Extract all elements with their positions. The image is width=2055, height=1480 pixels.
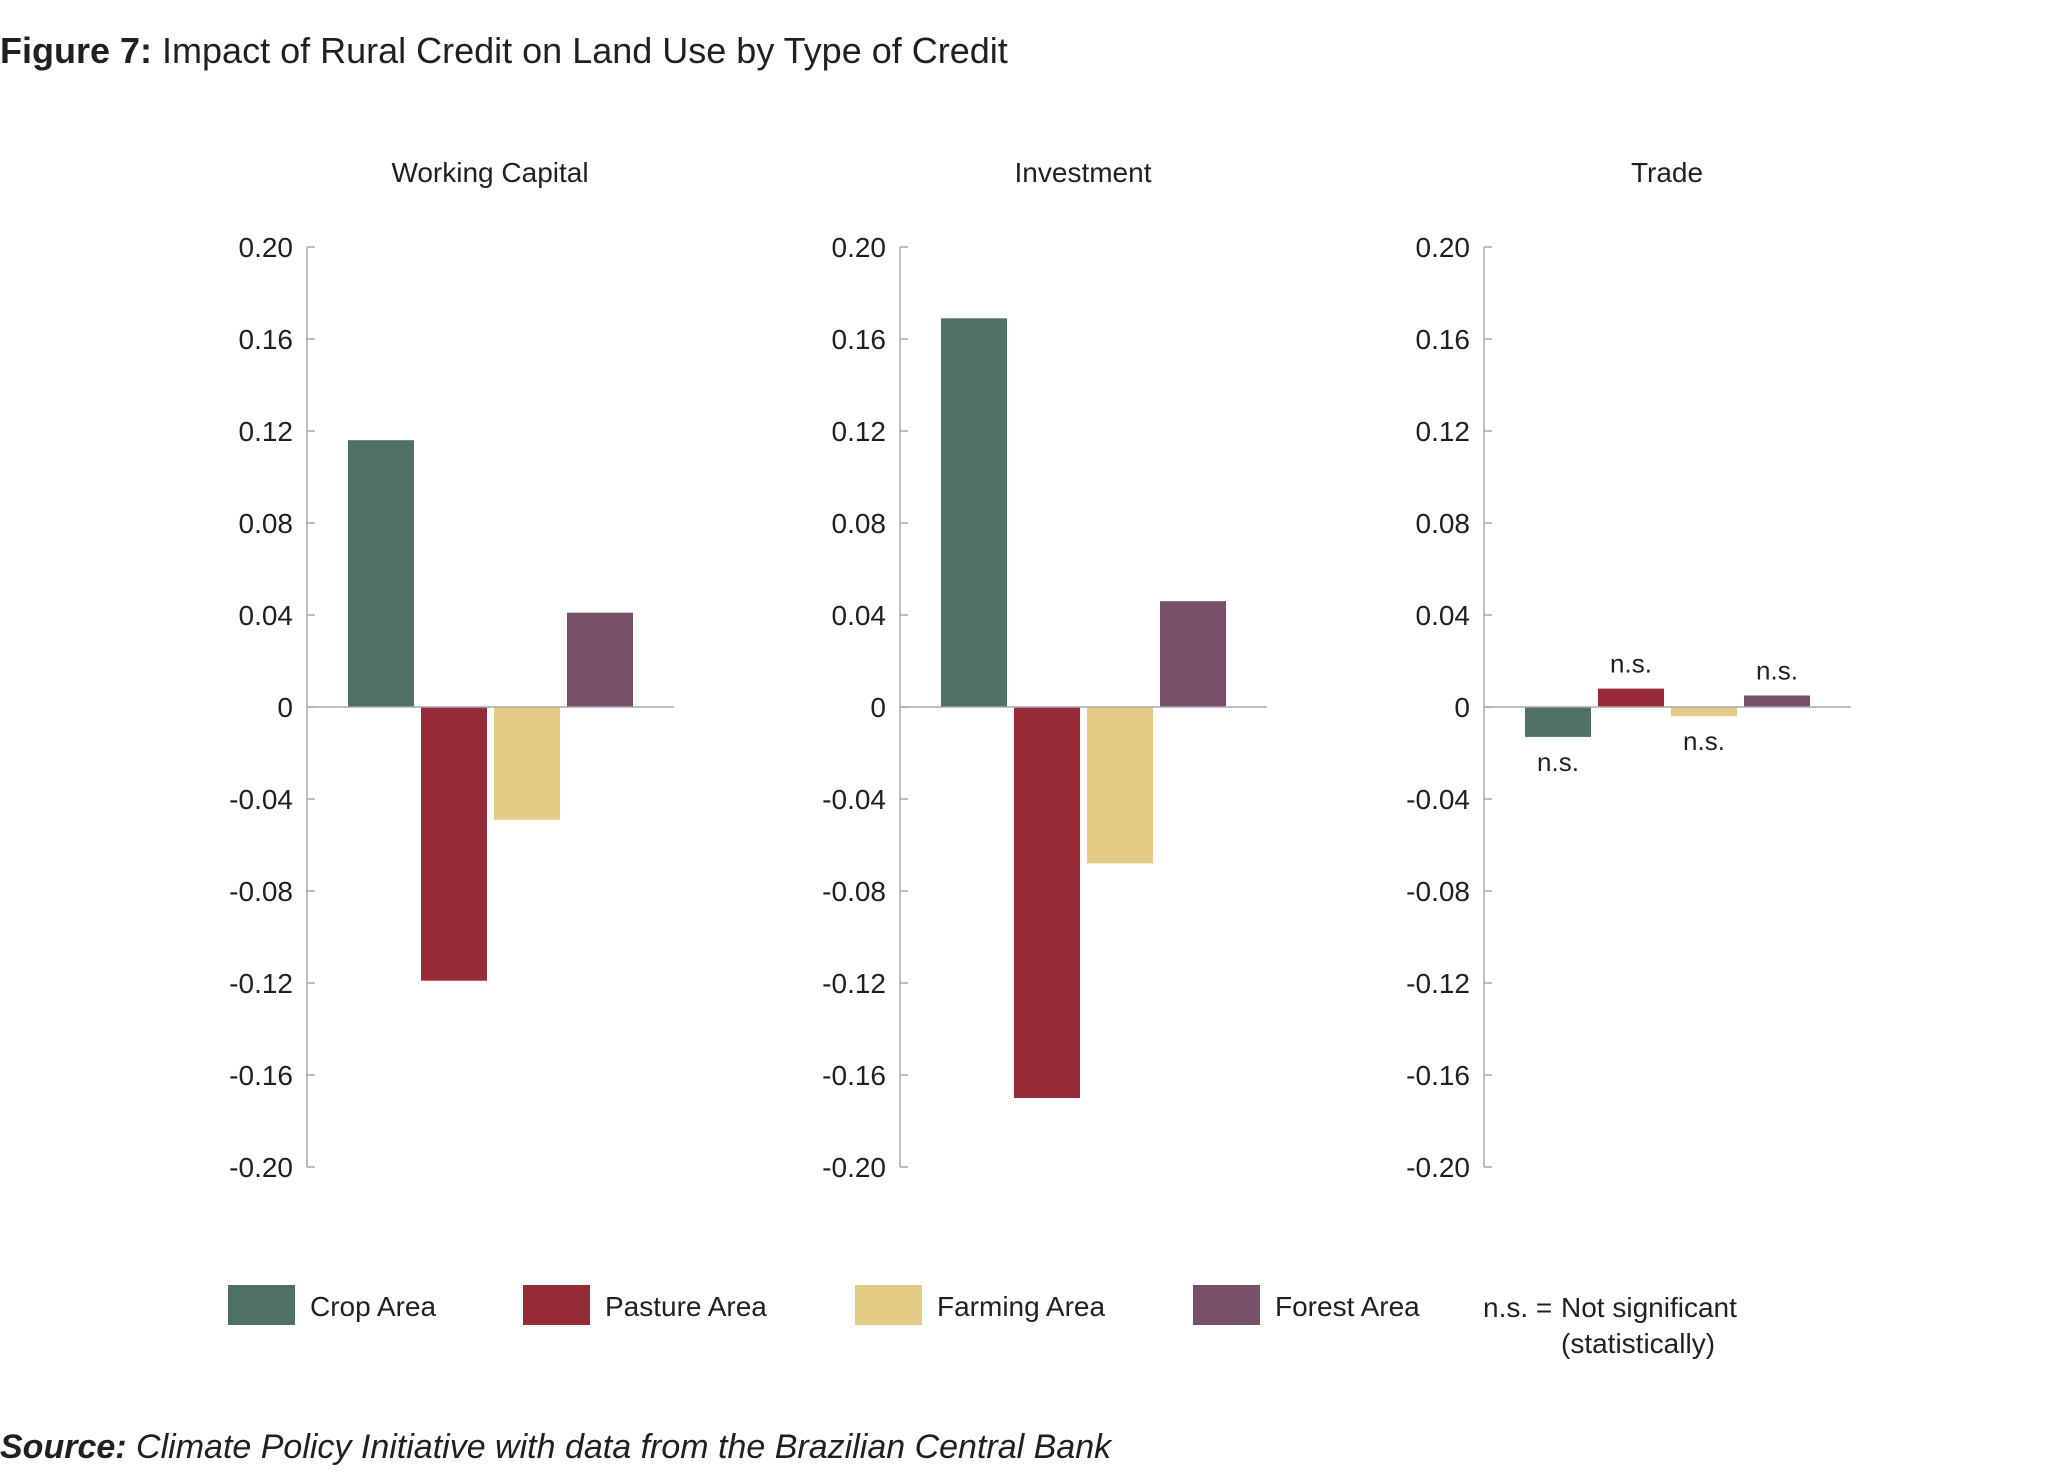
legend-swatch <box>855 1285 922 1325</box>
y-tick-label: 0.16 <box>832 324 887 355</box>
y-tick-label: 0.16 <box>1416 324 1471 355</box>
data-label: n.s. <box>1537 747 1579 777</box>
y-tick-label: -0.08 <box>229 876 293 907</box>
note-text: Not significant <box>1561 1292 1737 1323</box>
y-tick-label: -0.20 <box>229 1152 293 1183</box>
y-tick-label: 0.08 <box>1416 508 1471 539</box>
y-tick-label: 0.04 <box>239 600 294 631</box>
bar <box>1671 707 1737 717</box>
y-tick-label: -0.12 <box>229 968 293 999</box>
y-tick-label: 0.20 <box>239 232 294 263</box>
figure-title-text: Impact of Rural Credit on Land Use by Ty… <box>162 30 1008 71</box>
legend-label: Crop Area <box>310 1291 436 1322</box>
y-tick-label: -0.20 <box>822 1152 886 1183</box>
panel-title: Trade <box>1631 157 1703 188</box>
y-tick-label: -0.16 <box>1406 1060 1470 1091</box>
data-label: n.s. <box>1610 649 1652 679</box>
y-tick-label: 0.12 <box>239 416 294 447</box>
legend-swatch <box>523 1285 590 1325</box>
y-tick-label: -0.08 <box>822 876 886 907</box>
data-label: n.s. <box>1683 726 1725 756</box>
legend-label: Pasture Area <box>605 1291 767 1322</box>
bar-chart: Working Capital 0.20 0.16 0.12 0.08 0.04 0 -0.0… <box>228 157 1851 1359</box>
y-tick-label: 0 <box>870 692 886 723</box>
bar <box>1087 707 1153 864</box>
legend-swatch <box>228 1285 295 1325</box>
y-tick-label: 0.20 <box>1416 232 1471 263</box>
y-tick-label: -0.04 <box>822 784 886 815</box>
y-tick-label: 0 <box>1454 692 1470 723</box>
y-tick-label: 0.04 <box>1416 600 1471 631</box>
bar <box>567 612 633 707</box>
bar <box>348 440 414 707</box>
panel-title: Working Capital <box>391 157 588 188</box>
source-label: Source: <box>0 1428 127 1466</box>
bar <box>421 707 487 981</box>
y-tick-label: -0.12 <box>1406 968 1470 999</box>
y-tick-label: -0.16 <box>822 1060 886 1091</box>
y-tick-label: 0 <box>277 692 293 723</box>
y-tick-label: -0.20 <box>1406 1152 1470 1183</box>
source-text: Climate Policy Initiative with data from… <box>136 1428 1112 1466</box>
y-tick-label: 0.20 <box>832 232 887 263</box>
bar <box>1014 707 1080 1098</box>
y-tick-label: 0.08 <box>239 508 294 539</box>
y-tick-label: -0.04 <box>229 784 293 815</box>
panel-title: Investment <box>1015 157 1152 188</box>
bar <box>1744 695 1810 707</box>
y-tick-label: -0.04 <box>1406 784 1470 815</box>
legend-label: Forest Area <box>1275 1291 1420 1322</box>
source-note: Source: Climate Policy Initiative with d… <box>0 1428 1111 1467</box>
y-tick-label: -0.12 <box>822 968 886 999</box>
data-label: n.s. <box>1756 656 1798 686</box>
figure-label: Figure 7: <box>0 30 153 71</box>
y-tick-label: 0.04 <box>832 600 887 631</box>
bar <box>941 318 1007 707</box>
bar <box>1160 601 1226 707</box>
y-tick-label: 0.12 <box>1416 416 1471 447</box>
legend-swatch <box>1193 1285 1260 1325</box>
bar <box>494 707 560 820</box>
y-tick-label: -0.08 <box>1406 876 1470 907</box>
y-tick-label: 0.08 <box>832 508 887 539</box>
y-tick-label: -0.16 <box>229 1060 293 1091</box>
note-text-2: (statistically) <box>1561 1328 1715 1359</box>
bar <box>1525 707 1591 737</box>
y-tick-label: 0.12 <box>832 416 887 447</box>
bar <box>1598 688 1664 707</box>
figure-title: Figure 7: Impact of Rural Credit on Land… <box>0 30 1008 72</box>
legend-label: Farming Area <box>937 1291 1105 1322</box>
note-key: n.s. = <box>1483 1292 1552 1323</box>
y-tick-label: 0.16 <box>239 324 294 355</box>
